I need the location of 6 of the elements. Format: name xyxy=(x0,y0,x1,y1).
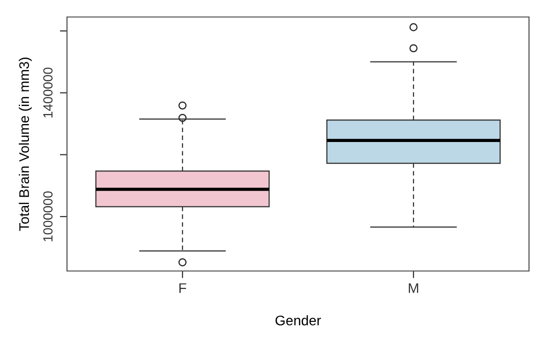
x-axis-title: Gender xyxy=(276,315,321,326)
y-tick-label: 1000000 xyxy=(43,191,53,242)
y-tick-label: 1400000 xyxy=(43,68,53,118)
y-axis-title: Total Brain Volume (in mm3) xyxy=(18,58,32,231)
x-tick-label: M xyxy=(408,283,418,293)
x-tick-label: F xyxy=(179,283,186,293)
